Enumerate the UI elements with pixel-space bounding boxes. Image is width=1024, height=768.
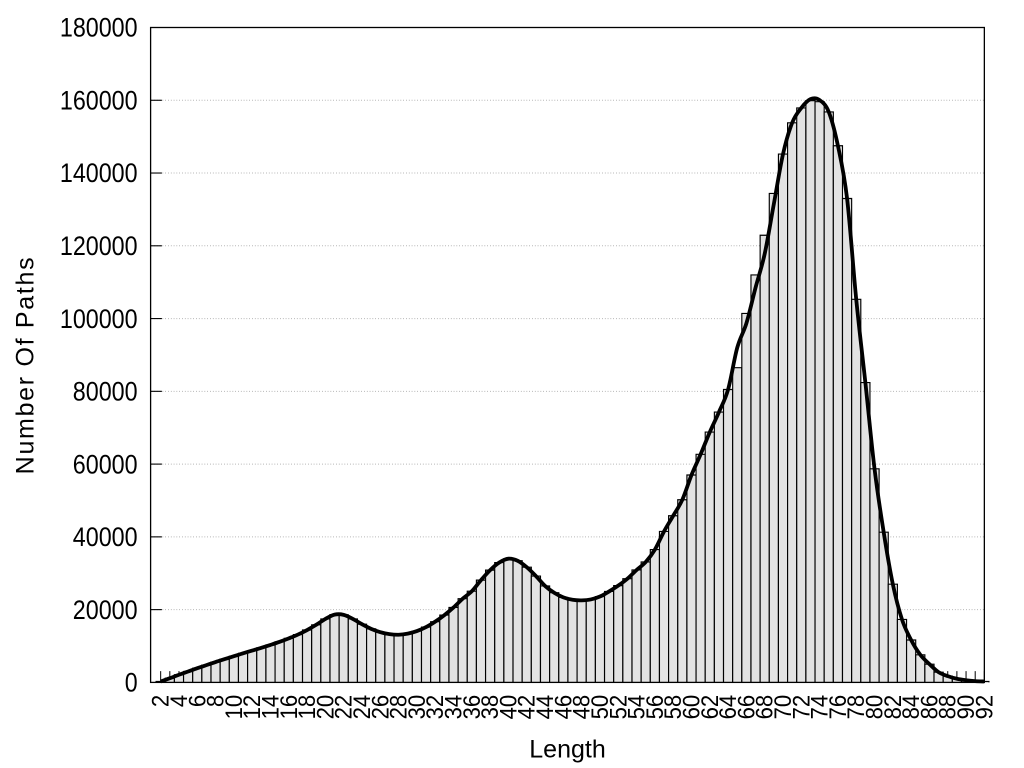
svg-text:14: 14 [257, 695, 284, 720]
svg-text:100000: 100000 [60, 304, 138, 334]
svg-text:60: 60 [678, 695, 705, 720]
svg-text:20: 20 [312, 695, 339, 720]
svg-text:26: 26 [367, 695, 394, 720]
svg-text:60000: 60000 [73, 449, 138, 479]
svg-text:64: 64 [715, 695, 742, 720]
svg-text:120000: 120000 [60, 231, 138, 261]
svg-text:48: 48 [569, 695, 596, 720]
svg-text:24: 24 [349, 695, 376, 720]
svg-text:20000: 20000 [73, 595, 138, 625]
svg-text:160000: 160000 [60, 85, 138, 115]
svg-text:0: 0 [125, 668, 138, 698]
svg-text:22: 22 [331, 695, 358, 720]
svg-text:10: 10 [221, 695, 248, 720]
svg-text:78: 78 [843, 695, 870, 720]
svg-text:54: 54 [624, 695, 651, 720]
svg-text:70: 70 [770, 695, 797, 720]
svg-text:46: 46 [550, 695, 577, 720]
svg-text:44: 44 [532, 695, 559, 720]
svg-text:40000: 40000 [73, 522, 138, 552]
svg-text:2: 2 [148, 695, 175, 707]
svg-text:80000: 80000 [73, 377, 138, 407]
svg-text:84: 84 [898, 695, 925, 720]
svg-text:76: 76 [825, 695, 852, 720]
svg-text:12: 12 [239, 695, 266, 720]
svg-text:66: 66 [733, 695, 760, 720]
svg-text:32: 32 [422, 695, 449, 720]
svg-text:68: 68 [752, 695, 779, 720]
svg-text:18: 18 [294, 695, 321, 720]
svg-text:88: 88 [935, 695, 962, 720]
svg-text:86: 86 [916, 695, 943, 720]
svg-text:58: 58 [660, 695, 687, 720]
svg-text:28: 28 [386, 695, 413, 720]
svg-text:180000: 180000 [60, 13, 138, 43]
svg-text:34: 34 [441, 695, 468, 720]
svg-text:4: 4 [166, 695, 193, 707]
svg-text:74: 74 [807, 695, 834, 720]
svg-text:6: 6 [184, 695, 211, 707]
svg-text:42: 42 [514, 695, 541, 720]
svg-text:30: 30 [404, 695, 431, 720]
svg-text:16: 16 [276, 695, 303, 720]
svg-text:82: 82 [880, 695, 907, 720]
svg-text:50: 50 [587, 695, 614, 720]
svg-text:62: 62 [697, 695, 724, 720]
svg-text:80: 80 [862, 695, 889, 720]
svg-text:40: 40 [495, 695, 522, 720]
svg-text:38: 38 [477, 695, 504, 720]
svg-text:72: 72 [788, 695, 815, 720]
svg-text:140000: 140000 [60, 158, 138, 188]
svg-text:90: 90 [953, 695, 980, 720]
svg-text:36: 36 [459, 695, 486, 720]
svg-text:56: 56 [642, 695, 669, 720]
svg-text:Number Of Paths: Number Of Paths [12, 256, 40, 475]
svg-text:Length: Length [529, 736, 605, 764]
svg-text:52: 52 [605, 695, 632, 720]
svg-text:92: 92 [971, 695, 998, 720]
svg-text:8: 8 [203, 695, 230, 707]
